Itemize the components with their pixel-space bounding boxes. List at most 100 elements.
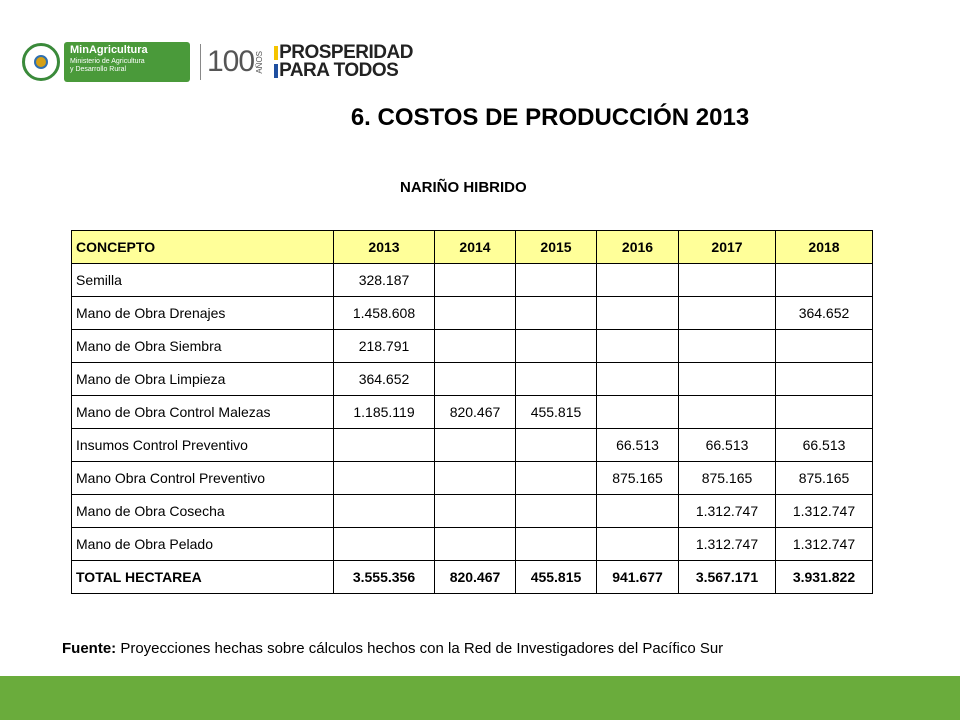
value-cell bbox=[596, 263, 679, 297]
value-cell: 1.312.747 bbox=[678, 494, 776, 528]
value-cell bbox=[434, 494, 516, 528]
value-cell bbox=[596, 494, 679, 528]
value-cell: 364.652 bbox=[333, 362, 435, 396]
table-row: Mano de Obra Pelado 1.312.747 1.312.747 bbox=[71, 527, 873, 561]
value-cell: 820.467 bbox=[434, 395, 516, 429]
value-cell bbox=[596, 527, 679, 561]
value-cell: 1.185.119 bbox=[333, 395, 435, 429]
source-label: Fuente: bbox=[62, 640, 117, 657]
value-cell bbox=[333, 494, 435, 528]
value-cell bbox=[434, 296, 516, 330]
value-cell: 3.567.171 bbox=[678, 560, 776, 594]
value-cell bbox=[678, 296, 776, 330]
value-cell bbox=[434, 263, 516, 297]
value-cell bbox=[434, 428, 516, 462]
value-cell bbox=[434, 461, 516, 495]
source-note: Fuente: Proyecciones hechas sobre cálcul… bbox=[62, 640, 723, 657]
column-header: 2015 bbox=[515, 230, 597, 264]
centenary-number: 100 bbox=[207, 45, 255, 78]
value-cell: 875.165 bbox=[678, 461, 776, 495]
value-cell: 3.555.356 bbox=[333, 560, 435, 594]
concept-cell: Mano de Obra Control Malezas bbox=[71, 395, 334, 429]
value-cell bbox=[596, 329, 679, 363]
ministry-logo-line3: y Desarrollo Rural bbox=[70, 66, 127, 73]
table-subtitle: NARIÑO HIBRIDO bbox=[400, 179, 527, 196]
column-header: 2018 bbox=[775, 230, 873, 264]
value-cell bbox=[515, 362, 597, 396]
column-header: 2017 bbox=[678, 230, 776, 264]
value-cell bbox=[515, 527, 597, 561]
ministry-logo: MinAgricultura Ministerio de Agricultura… bbox=[64, 42, 190, 82]
prosperidad-line2-text: PARA TODOS bbox=[279, 60, 399, 81]
total-row: TOTAL HECTAREA 3.555.356 820.467 455.815 941… bbox=[71, 560, 873, 594]
prosperidad-logo: PROSPERIDAD PARA TODOS bbox=[274, 41, 413, 81]
value-cell bbox=[515, 494, 597, 528]
value-cell bbox=[434, 362, 516, 396]
value-cell bbox=[515, 329, 597, 363]
value-cell bbox=[596, 362, 679, 396]
value-cell bbox=[515, 428, 597, 462]
table-row: Mano de Obra Siembra 218.791 bbox=[71, 329, 873, 363]
value-cell bbox=[678, 362, 776, 396]
centenary-logo: 100 AÑOS bbox=[200, 44, 264, 80]
value-cell: 820.467 bbox=[434, 560, 516, 594]
value-cell bbox=[515, 461, 597, 495]
value-cell bbox=[434, 527, 516, 561]
value-cell bbox=[434, 329, 516, 363]
centenary-years: AÑOS bbox=[255, 50, 265, 74]
table-row: Mano de Obra Control Malezas 1.185.119 820… bbox=[71, 395, 873, 429]
concept-cell: Insumos Control Preventivo bbox=[71, 428, 334, 462]
footer-band bbox=[0, 676, 960, 720]
value-cell bbox=[515, 263, 597, 297]
prosperidad-line1: PROSPERIDAD bbox=[274, 41, 413, 63]
value-cell bbox=[333, 527, 435, 561]
table-row: Mano de Obra Cosecha 1.312.747 1.312.747 bbox=[71, 494, 873, 528]
concept-cell: TOTAL HECTAREA bbox=[71, 560, 334, 594]
prosperidad-line1-text: PROSPERIDAD bbox=[279, 41, 413, 63]
source-text: Proyecciones hechas sobre cálculos hecho… bbox=[116, 640, 724, 657]
value-cell: 1.458.608 bbox=[333, 296, 435, 330]
colombia-seal-icon bbox=[22, 43, 60, 81]
value-cell bbox=[596, 395, 679, 429]
table-row: Semilla 328.187 bbox=[71, 263, 873, 297]
value-cell bbox=[515, 296, 597, 330]
concept-cell: Semilla bbox=[71, 263, 334, 297]
value-cell bbox=[333, 461, 435, 495]
table-row: Mano de Obra Drenajes 1.458.608 364.652 bbox=[71, 296, 873, 330]
concept-cell: Mano de Obra Cosecha bbox=[71, 494, 334, 528]
value-cell: 66.513 bbox=[775, 428, 873, 462]
table-row: Mano Obra Control Preventivo 875.165 875.1… bbox=[71, 461, 873, 495]
value-cell bbox=[775, 263, 873, 297]
column-header: CONCEPTO bbox=[71, 230, 334, 264]
value-cell: 1.312.747 bbox=[775, 527, 873, 561]
value-cell bbox=[678, 263, 776, 297]
value-cell bbox=[678, 395, 776, 429]
concept-cell: Mano de Obra Drenajes bbox=[71, 296, 334, 330]
concept-cell: Mano de Obra Limpieza bbox=[71, 362, 334, 396]
value-cell: 218.791 bbox=[333, 329, 435, 363]
ministry-logo-line2: Ministerio de Agricultura bbox=[70, 58, 145, 65]
concept-cell: Mano de Obra Pelado bbox=[71, 527, 334, 561]
value-cell: 66.513 bbox=[678, 428, 776, 462]
costs-table: CONCEPTO 2013 2014 2015 2016 2017 2018 S… bbox=[71, 230, 873, 594]
page-title: 6. COSTOS DE PRODUCCIÓN 2013 bbox=[350, 104, 750, 131]
value-cell: 941.677 bbox=[596, 560, 679, 594]
column-header: 2014 bbox=[434, 230, 516, 264]
value-cell: 455.815 bbox=[515, 395, 597, 429]
table-row: Insumos Control Preventivo 66.513 66.513 66… bbox=[71, 428, 873, 462]
value-cell bbox=[333, 428, 435, 462]
value-cell: 875.165 bbox=[596, 461, 679, 495]
value-cell: 364.652 bbox=[775, 296, 873, 330]
column-header: 2013 bbox=[333, 230, 435, 264]
value-cell: 1.312.747 bbox=[775, 494, 873, 528]
header-logos: MinAgricultura Ministerio de Agricultura… bbox=[22, 40, 413, 84]
ministry-logo-name: MinAgricultura bbox=[70, 44, 148, 56]
concept-cell: Mano de Obra Siembra bbox=[71, 329, 334, 363]
value-cell bbox=[775, 329, 873, 363]
value-cell bbox=[596, 296, 679, 330]
concept-cell: Mano Obra Control Preventivo bbox=[71, 461, 334, 495]
value-cell: 66.513 bbox=[596, 428, 679, 462]
value-cell: 1.312.747 bbox=[678, 527, 776, 561]
value-cell bbox=[775, 362, 873, 396]
value-cell bbox=[775, 395, 873, 429]
